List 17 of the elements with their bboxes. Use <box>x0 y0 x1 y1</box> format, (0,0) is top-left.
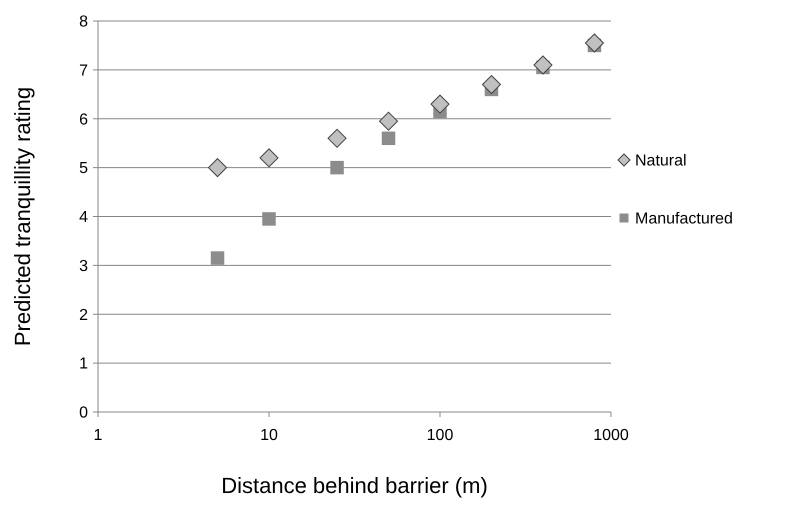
x-axis-title: Distance behind barrier (m) <box>221 473 488 498</box>
y-tick-label: 7 <box>79 62 88 80</box>
legend-label: Manufactured <box>635 210 733 228</box>
y-tick-label: 8 <box>79 14 88 31</box>
x-tick-label: 1000 <box>593 427 629 444</box>
y-tick-label: 6 <box>79 111 88 128</box>
x-tick-label: 100 <box>426 427 454 444</box>
x-tick-label: 1 <box>94 427 103 444</box>
y-axis-title: Predicted tranquillity rating <box>10 86 35 346</box>
y-tick-label: 0 <box>79 404 88 422</box>
legend-label: Natural <box>635 152 687 170</box>
y-tick-label: 5 <box>79 160 88 178</box>
y-tick-label: 4 <box>79 209 88 226</box>
y-tick-label: 3 <box>79 258 88 275</box>
y-tick-label: 2 <box>79 306 88 324</box>
x-tick-label: 10 <box>260 427 278 444</box>
y-tick-label: 1 <box>79 356 88 373</box>
